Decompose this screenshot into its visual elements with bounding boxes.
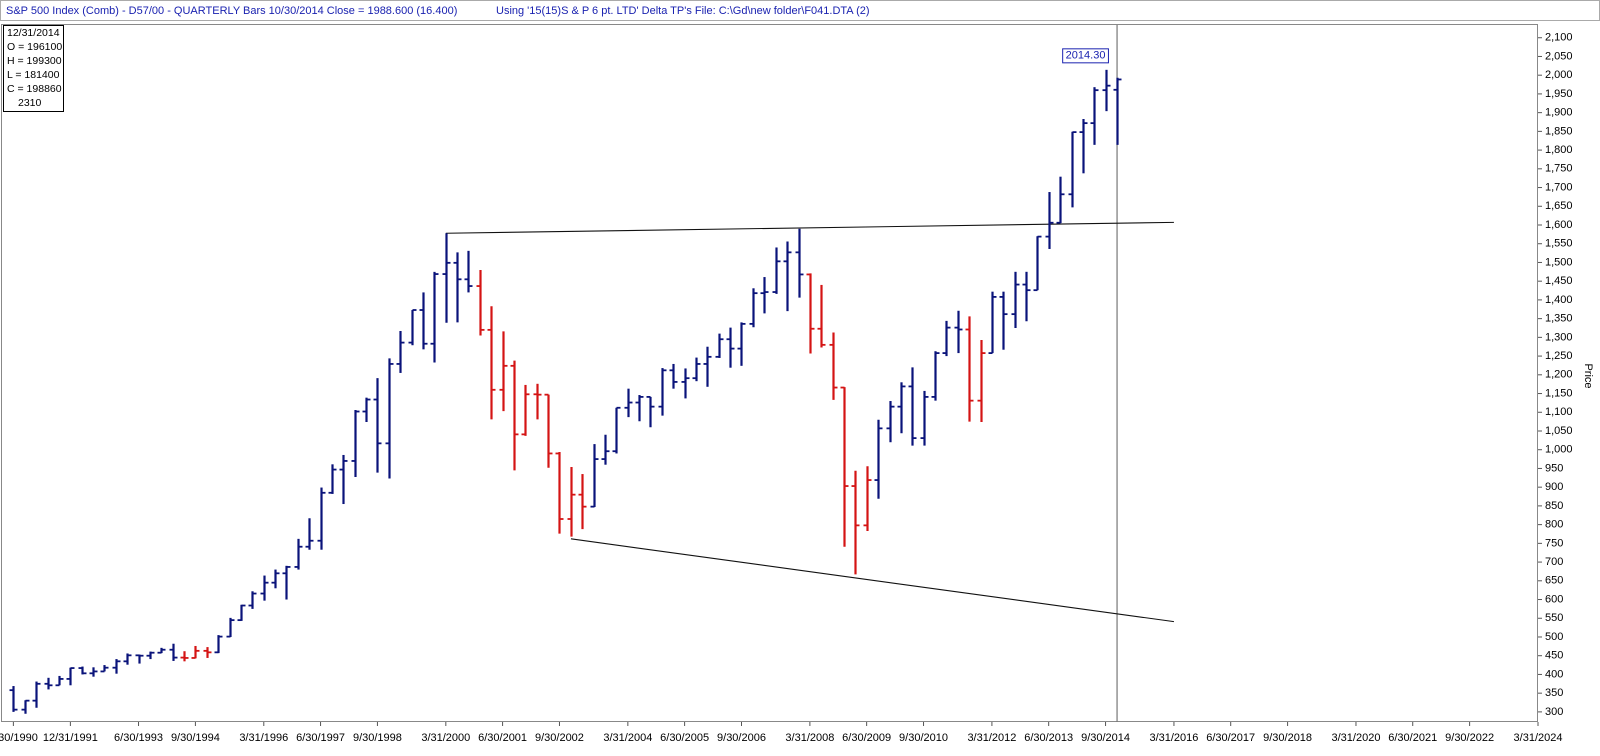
info-box-line: 12/31/2014 <box>7 27 60 39</box>
y-tick-label: 1,100 <box>1545 406 1573 418</box>
y-tick-label: 2,100 <box>1545 32 1573 44</box>
info-box-frame <box>3 25 64 112</box>
x-tick-label: 3/31/2016 <box>1149 732 1198 744</box>
y-tick-label: 400 <box>1545 668 1563 680</box>
y-tick-label: 800 <box>1545 519 1563 531</box>
info-box: 12/31/2014 O = 196100 H = 199300 L = 181400… <box>3 25 64 112</box>
x-tick-label: 9/30/2022 <box>1445 732 1494 744</box>
y-tick-label: 1,250 <box>1545 350 1573 362</box>
chart-title: S&P 500 Index (Comb) - D57/00 - QUARTERL… <box>6 5 457 17</box>
x-tick-label: 3/31/2008 <box>785 732 834 744</box>
info-box-line: C = 198860 <box>7 83 62 95</box>
y-tick-label: 1,050 <box>1545 425 1573 437</box>
y-tick-label: 1,850 <box>1545 125 1573 137</box>
x-tick-label: 6/30/2009 <box>842 732 891 744</box>
y-tick-label: 1,500 <box>1545 256 1573 268</box>
y-tick-label: 1,750 <box>1545 163 1573 175</box>
y-tick-label: 750 <box>1545 537 1563 549</box>
y-tick-label: 1,900 <box>1545 107 1573 119</box>
x-tick-label: 3/31/2020 <box>1332 732 1381 744</box>
x-tick-label: 9/30/1994 <box>171 732 220 744</box>
y-tick-label: 950 <box>1545 462 1563 474</box>
x-tick-label: 6/30/2001 <box>478 732 527 744</box>
x-tick-label: 12/31/1991 <box>43 732 98 744</box>
y-tick-label: 1,000 <box>1545 444 1573 456</box>
x-tick-label: 9/30/1990 <box>0 732 38 744</box>
y-tick-label: 500 <box>1545 631 1563 643</box>
x-tick-label: 3/31/2024 <box>1514 732 1563 744</box>
x-tick-label: 6/30/1993 <box>114 732 163 744</box>
plot-layer: 2014.30 <box>9 25 1175 722</box>
info-box-line: H = 199300 <box>7 55 62 67</box>
trendline <box>445 221 1174 234</box>
y-tick-label: 300 <box>1545 706 1563 718</box>
annotation-box <box>1062 48 1109 64</box>
x-tick-label: 6/30/2005 <box>660 732 709 744</box>
x-tick-label: 3/31/2012 <box>967 732 1016 744</box>
x-tick-label: 9/30/2014 <box>1081 732 1130 744</box>
y-tick-label: 1,300 <box>1545 331 1573 343</box>
x-tick-label: 3/31/2004 <box>603 732 652 744</box>
y-tick-label: 1,950 <box>1545 88 1573 100</box>
x-tick-label: 6/30/2013 <box>1024 732 1073 744</box>
y-tick-label: 550 <box>1545 612 1563 624</box>
x-tick-label: 6/30/2021 <box>1388 732 1437 744</box>
y-axis-label: Price <box>1582 363 1594 388</box>
y-tick-label: 2,000 <box>1545 69 1573 81</box>
x-tick-label: 3/31/1996 <box>239 732 288 744</box>
x-tick-label: 9/30/1998 <box>353 732 402 744</box>
x-tick-label: 9/30/2010 <box>899 732 948 744</box>
plot-frame <box>1 24 1538 722</box>
y-tick-label: 1,600 <box>1545 219 1573 231</box>
info-box-line: L = 181400 <box>7 69 60 81</box>
y-tick-label: 850 <box>1545 500 1563 512</box>
y-tick-label: 1,150 <box>1545 387 1573 399</box>
chart-subtitle: Using '15(15)S & P 6 pt. LTD' Delta TP's… <box>496 5 870 17</box>
trendline <box>570 538 1175 623</box>
y-tick-label: 700 <box>1545 556 1563 568</box>
y-tick-label: 1,450 <box>1545 275 1573 287</box>
y-tick-label: 1,200 <box>1545 369 1573 381</box>
y-tick-label: 1,550 <box>1545 238 1573 250</box>
x-tick-label: 9/30/2002 <box>535 732 584 744</box>
x-tick-label: 9/30/2018 <box>1263 732 1312 744</box>
y-tick-label: 1,350 <box>1545 313 1573 325</box>
x-tick-label: 9/30/2006 <box>717 732 766 744</box>
y-tick-label: 1,400 <box>1545 294 1573 306</box>
y-tick-label: 900 <box>1545 481 1563 493</box>
x-tick-label: 6/30/2017 <box>1206 732 1255 744</box>
x-tick-label: 3/31/2000 <box>421 732 470 744</box>
x-tick-label: 6/30/1997 <box>296 732 345 744</box>
info-box-line: O = 196100 <box>7 41 62 53</box>
y-tick-label: 600 <box>1545 593 1563 605</box>
y-tick-label: 2,050 <box>1545 50 1573 62</box>
y-tick-label: 1,800 <box>1545 144 1573 156</box>
y-tick-label: 1,700 <box>1545 181 1573 193</box>
y-tick-label: 350 <box>1545 687 1563 699</box>
y-tick-label: 450 <box>1545 650 1563 662</box>
annotation-label: 2014.30 <box>1066 50 1106 62</box>
y-tick-label: 1,650 <box>1545 200 1573 212</box>
y-tick-label: 650 <box>1545 575 1563 587</box>
info-box-line: 2310 <box>18 97 42 109</box>
